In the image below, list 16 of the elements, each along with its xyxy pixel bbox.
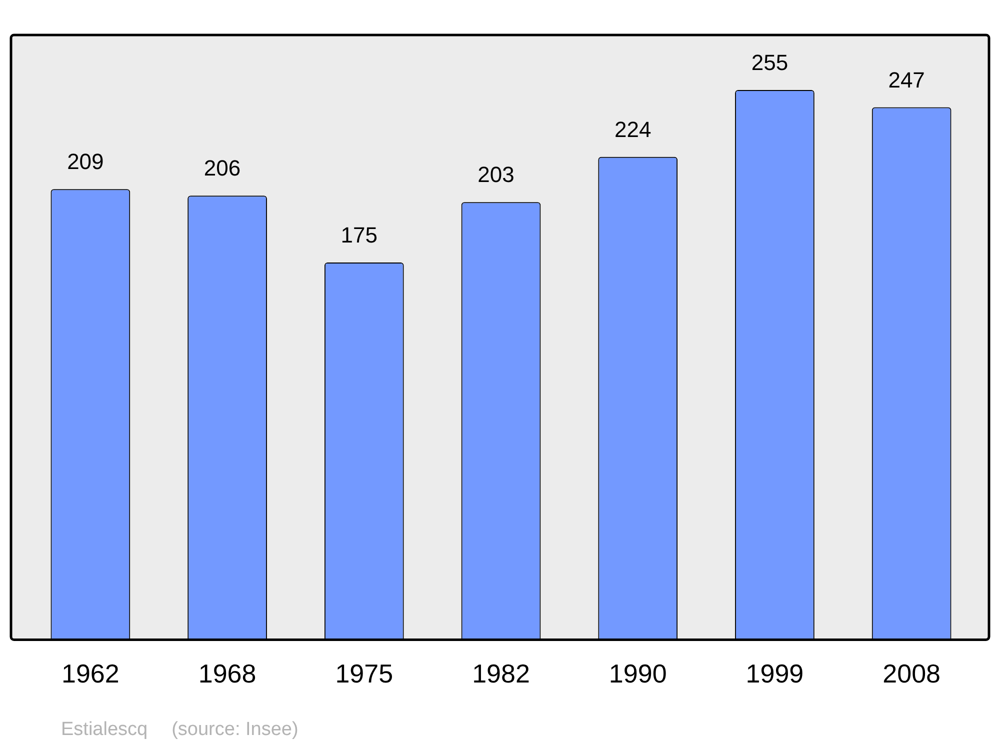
text: (source: Insee) xyxy=(172,719,298,740)
x-tick-label: 1975 xyxy=(335,658,394,689)
data-label: 175 xyxy=(340,222,378,248)
x-tick-label: 1968 xyxy=(198,658,256,689)
x-tick-label: 1990 xyxy=(608,658,667,689)
x-tick-label: 1962 xyxy=(62,658,120,689)
data-label: 247 xyxy=(888,67,925,92)
x-tick-label: 1999 xyxy=(746,658,804,689)
x-tick-label: 1982 xyxy=(472,658,530,689)
data-label: 224 xyxy=(614,116,652,142)
data-label: 206 xyxy=(204,156,241,181)
text: Estialescq xyxy=(61,719,148,740)
data-label: 255 xyxy=(751,50,788,76)
data-label: 203 xyxy=(478,162,514,188)
data-label: 209 xyxy=(67,149,104,174)
x-tick-label: 2008 xyxy=(882,658,940,689)
